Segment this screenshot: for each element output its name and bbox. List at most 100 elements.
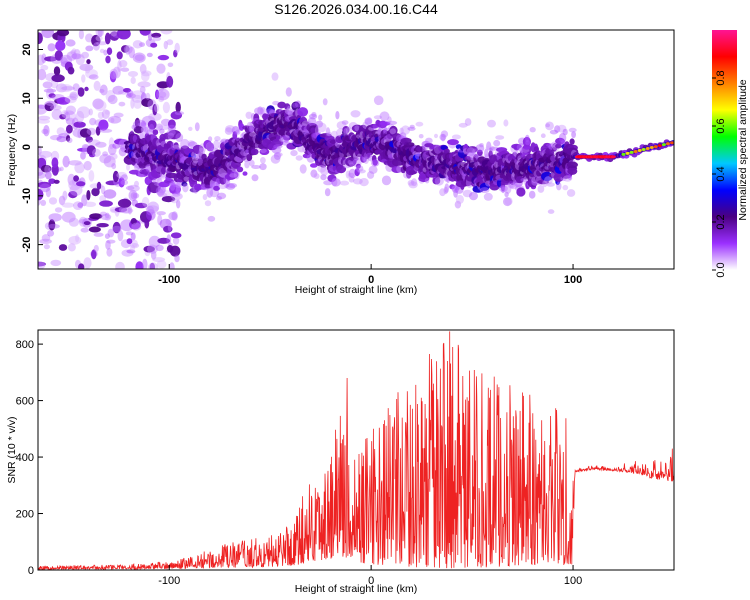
snr-panel: -100 0 100 0 200 400 600 800 Height of straigh… — [6, 329, 675, 595]
spectrogram-cell — [96, 41, 108, 46]
spectrogram-cell — [354, 125, 360, 131]
spectrogram-cell — [399, 127, 404, 135]
spectrogram-cell — [170, 232, 182, 239]
spectrogram-cell — [389, 128, 396, 135]
spectrogram-cell — [139, 86, 146, 94]
spectrogram-cell — [158, 137, 165, 145]
spectrogram-cell — [238, 123, 245, 131]
y-tick-label: 20 — [21, 43, 33, 55]
spectrogram-cell — [155, 89, 160, 100]
spectrogram-cell — [104, 233, 110, 239]
spectrogram-cell — [88, 108, 94, 116]
spectrogram-cell — [86, 59, 91, 65]
spectrogram-cell — [48, 178, 56, 184]
spectrogram-cell — [128, 46, 135, 59]
spectrogram-cell — [387, 120, 398, 125]
spectrogram-cell — [467, 146, 478, 153]
spectrogram-cell — [141, 125, 147, 133]
spectrogram-cell — [216, 192, 227, 200]
spectrogram-cell — [451, 185, 458, 191]
spectrogram-cell — [257, 106, 263, 115]
spectrogram-cell — [248, 124, 256, 133]
spectrogram-cell — [148, 235, 161, 248]
spectrogram-cell — [489, 147, 494, 157]
spectrogram-cell — [168, 212, 178, 221]
spectrogram-cell — [331, 130, 338, 138]
spectrogram-cell — [64, 95, 77, 104]
spectrogram-cell — [56, 127, 65, 136]
spectrogram-cell — [432, 177, 441, 185]
spectrogram-cell — [194, 122, 200, 132]
spectrogram-cell — [629, 150, 634, 154]
spectrogram-cell — [106, 247, 113, 257]
spectrogram-cell — [236, 166, 244, 173]
spectrogram-cell — [96, 223, 109, 228]
spectrogram-cell — [353, 178, 363, 185]
y-tick-label: -20 — [21, 237, 33, 253]
spectrogram-cell — [320, 174, 327, 181]
spectrogram-cell — [121, 45, 130, 53]
spectrogram-cell — [522, 136, 532, 147]
spectrogram-cell — [137, 81, 151, 88]
spectrogram-cell — [84, 86, 89, 92]
spectrogram-cell — [104, 216, 111, 221]
spectrogram-cell — [57, 34, 62, 42]
x-tick-label: 0 — [368, 575, 374, 587]
spectrogram-cell — [50, 134, 62, 141]
spectrogram-cell — [55, 83, 68, 93]
spectrogram-cell — [163, 40, 168, 50]
spectrogram-cell — [341, 120, 349, 125]
spectrogram-cell — [98, 88, 105, 93]
spectrogram-cell — [61, 202, 75, 208]
spectrogram-cell — [93, 80, 101, 91]
spectrogram-cell — [567, 174, 572, 180]
spectrogram-cell — [562, 175, 573, 182]
spectrogram-cell — [224, 127, 233, 135]
spectrogram-cell — [479, 182, 490, 191]
spectrogram-cell — [147, 262, 159, 269]
spectrogram-cell — [566, 189, 576, 197]
spectrogram-cell — [149, 262, 155, 269]
spectrogram-cell — [93, 232, 104, 237]
spectrogram-cell — [39, 183, 51, 193]
spectrogram-cell — [71, 48, 77, 55]
spectrogram-cell — [244, 160, 250, 169]
spectrogram-cell — [271, 146, 282, 154]
spectrogram-cell — [327, 174, 337, 182]
spectrogram-cell — [155, 123, 163, 131]
spectrogram-cell — [83, 160, 92, 171]
x-tick-label: 100 — [564, 575, 582, 587]
spectrogram-cell — [76, 181, 86, 187]
spectrogram-cell — [317, 122, 327, 133]
spectrogram-cell — [50, 259, 62, 267]
spectrogram-cell — [115, 261, 125, 269]
spectrogram-cell — [95, 30, 105, 37]
spectrogram-cell — [80, 227, 90, 233]
spectrogram-cell — [72, 83, 80, 92]
spectrogram-cell — [125, 231, 134, 236]
spectrogram-cell — [167, 124, 176, 132]
spectrogram-cell — [175, 133, 184, 142]
spectrogram-cell — [175, 181, 181, 194]
spectrogram-cell — [562, 184, 569, 191]
spectrogram-cell — [152, 178, 160, 183]
spectrogram-cell — [176, 199, 181, 209]
spectrogram-cell — [118, 101, 126, 107]
spectrogram-cell — [379, 121, 391, 126]
spectrogram-cell — [310, 169, 318, 178]
spectrogram-cell — [110, 30, 118, 37]
spectrogram-cell — [63, 110, 75, 116]
spectrogram-cell — [515, 176, 524, 184]
spectrogram-cell — [407, 180, 415, 186]
spectrogram-cell — [44, 102, 54, 112]
spectrogram-cell — [47, 223, 60, 229]
colorbar-tick-label: 0.0 — [715, 262, 727, 277]
spectrogram-cell — [84, 65, 91, 74]
spectrogram-cell — [169, 180, 176, 191]
spectrogram-cell — [216, 196, 222, 201]
spectrogram-cell — [120, 179, 129, 186]
spectrogram-cell — [172, 144, 182, 149]
spectrogram-cell — [175, 183, 182, 189]
spectrogram-cell — [62, 190, 68, 201]
